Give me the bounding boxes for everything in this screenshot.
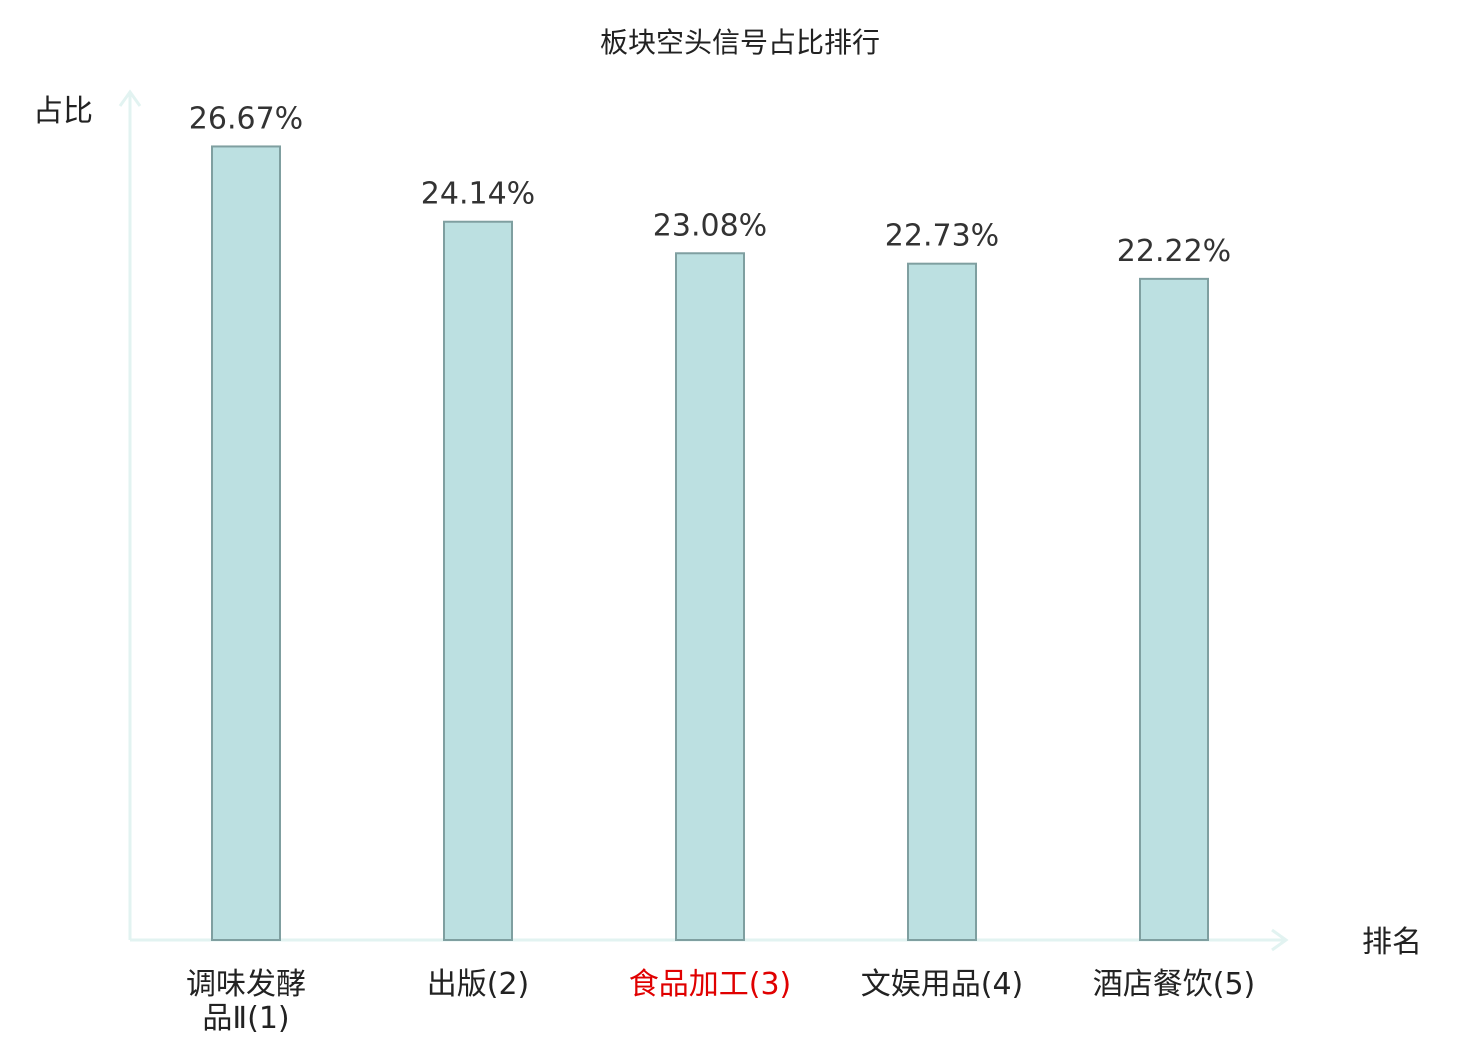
category-label-1: 调味发酵品Ⅱ(1) xyxy=(186,967,306,1036)
y-axis-arrow xyxy=(118,89,142,107)
category-label-line: 调味发酵 xyxy=(186,967,306,1002)
category-label-5: 酒店餐饮(5) xyxy=(1093,967,1256,1002)
category-label-2: 出版(2) xyxy=(427,967,530,1002)
bar-5 xyxy=(1139,277,1209,941)
chart-title: 板块空头信号占比排行 xyxy=(600,26,880,59)
bar-1 xyxy=(211,145,281,942)
value-label-2: 24.14% xyxy=(421,177,535,212)
category-label-4: 文娱用品(4) xyxy=(861,967,1024,1002)
bar-2 xyxy=(443,220,513,941)
category-labels-group: 调味发酵品Ⅱ(1) 出版(2) 食品加工(3) 文娱用品(4) 酒店餐饮(5) xyxy=(186,967,1255,1036)
value-label-5: 22.22% xyxy=(1117,234,1231,269)
y-axis-label: 占比 xyxy=(33,94,93,129)
value-labels-group: 26.67% 24.14% 23.08% 22.73% 22.22% xyxy=(189,101,1231,268)
category-label-line: 酒店餐饮(5) xyxy=(1093,967,1256,1002)
category-label-line: 文娱用品(4) xyxy=(861,967,1024,1002)
category-label-3: 食品加工(3) xyxy=(629,967,792,1002)
category-label-line: 品Ⅱ(1) xyxy=(202,1001,289,1036)
bar-4 xyxy=(907,262,977,941)
value-label-3: 23.08% xyxy=(653,208,767,243)
x-axis-arrow xyxy=(1271,928,1289,952)
value-label-4: 22.73% xyxy=(885,219,999,254)
bars-group xyxy=(211,145,1209,942)
category-label-line: 出版(2) xyxy=(427,967,530,1002)
category-label-line: 食品加工(3) xyxy=(629,967,792,1002)
x-axis-label: 排名 xyxy=(1362,925,1422,960)
value-label-1: 26.67% xyxy=(189,101,303,136)
bar-3 xyxy=(675,252,745,941)
